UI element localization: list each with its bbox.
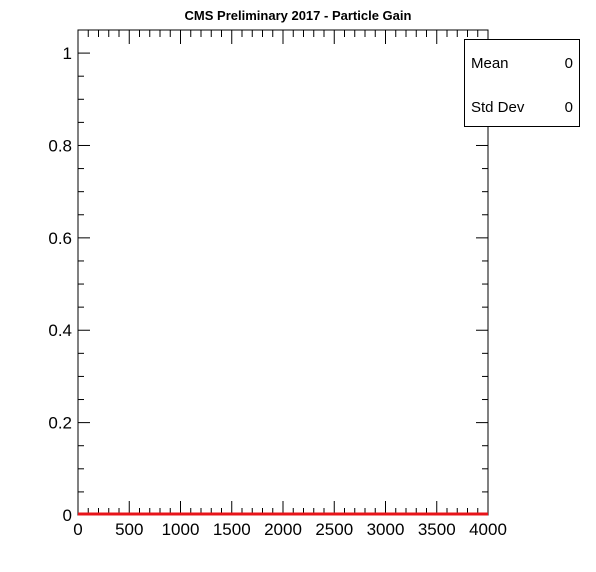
stats-mean-label: Mean [471, 54, 509, 72]
x-tick-label: 0 [73, 520, 82, 539]
x-tick-label: 1000 [162, 520, 200, 539]
stats-std-dev-value: 0 [564, 98, 573, 116]
y-tick-label: 0.8 [48, 136, 72, 155]
x-axis-labels: 0 500 1000 1500 2000 2500 3000 3500 4000 [73, 520, 507, 539]
y-tick-label: 0 [63, 506, 72, 525]
y-axis-labels: 0 0.2 0.4 0.6 0.8 1 [48, 44, 72, 525]
x-tick-label: 3500 [418, 520, 456, 539]
y-tick-label: 0.6 [48, 229, 72, 248]
chart-title: CMS Preliminary 2017 - Particle Gain [185, 8, 412, 23]
stats-box: Mean 0 Std Dev 0 [464, 39, 580, 127]
y-tick-label: 1 [63, 44, 72, 63]
stats-row-std-dev: Std Dev 0 [471, 96, 573, 118]
stats-row-mean: Mean 0 [471, 52, 573, 74]
y-tick-label: 0.2 [48, 414, 72, 433]
x-tick-label: 500 [115, 520, 143, 539]
stats-mean-value: 0 [564, 54, 573, 72]
stats-std-dev-label: Std Dev [471, 98, 525, 116]
plot-frame [77, 29, 489, 516]
x-tick-label: 2500 [315, 520, 353, 539]
x-tick-label: 1500 [213, 520, 251, 539]
axis-ticks [77, 29, 489, 516]
y-tick-label: 0.4 [48, 321, 72, 340]
x-tick-label: 3000 [367, 520, 405, 539]
x-tick-label: 4000 [469, 520, 507, 539]
x-tick-label: 2000 [264, 520, 302, 539]
